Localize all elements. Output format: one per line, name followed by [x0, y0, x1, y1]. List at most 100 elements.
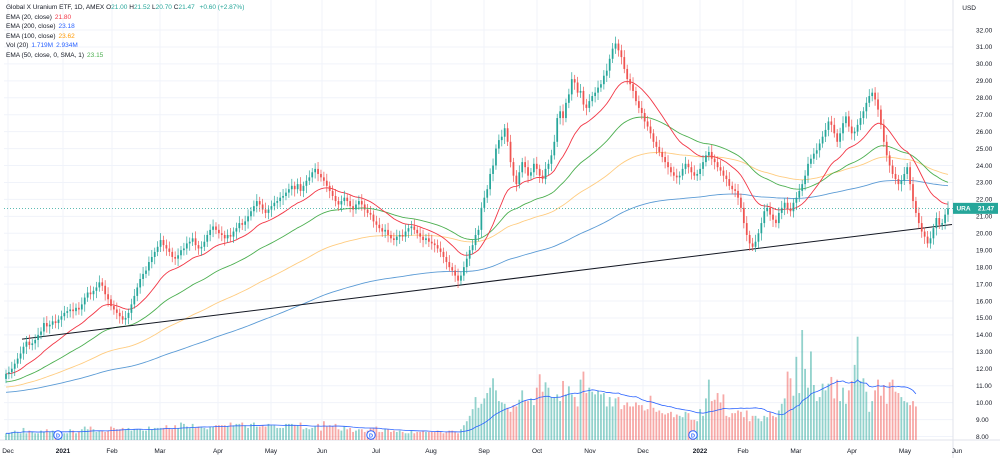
candle-body	[66, 311, 69, 313]
volume-bar	[66, 433, 69, 440]
volume-bar	[448, 430, 451, 440]
candle-body	[541, 175, 544, 180]
candle-body	[75, 307, 77, 312]
volume-bar	[611, 406, 614, 440]
candle-body	[430, 241, 433, 244]
volume-bar	[454, 431, 457, 440]
volume-bar	[413, 433, 416, 440]
volume-bar	[279, 427, 282, 440]
candle-body	[801, 184, 804, 191]
candle-body	[416, 229, 419, 234]
volume-bar	[909, 405, 911, 440]
volume-bar	[495, 390, 497, 440]
candle-body	[89, 292, 92, 295]
volume-bar	[553, 397, 556, 440]
volume-bar	[19, 433, 22, 440]
volume-bar	[392, 430, 395, 440]
candle-body	[497, 140, 500, 149]
volume-bar	[346, 429, 349, 440]
volume-bar	[649, 395, 652, 440]
candle-body	[617, 43, 620, 51]
volume-bar	[836, 379, 839, 440]
volume-bar	[535, 387, 538, 440]
candle-body	[830, 121, 833, 125]
candle-body	[153, 251, 156, 257]
candle-body	[118, 312, 121, 317]
candle-body	[900, 180, 903, 185]
volume-bar	[795, 356, 798, 440]
candle-body	[398, 234, 401, 237]
indicator-volume[interactable]: Vol (20) 1.719M 2.934M	[6, 42, 78, 50]
volume-bar	[375, 426, 378, 440]
volume-bar	[37, 433, 39, 440]
volume-bar	[786, 371, 789, 440]
candle-body	[296, 184, 299, 190]
indicator-ema50[interactable]: EMA (50, close, 0, SMA, 1) 23.15	[6, 51, 104, 59]
candle-body	[932, 228, 935, 239]
volume-bar	[591, 391, 594, 440]
candle-body	[279, 197, 282, 202]
volume-bar	[623, 405, 626, 440]
candle-body	[836, 133, 839, 142]
volume-bar	[433, 431, 436, 440]
volume-bar	[75, 433, 77, 440]
y-tick-label: 10.00	[976, 400, 993, 407]
volume-bar	[696, 421, 699, 440]
candle-body	[734, 189, 736, 191]
volume-bar	[133, 429, 136, 440]
volume-bar	[562, 380, 564, 440]
candle-body	[337, 201, 340, 205]
candle-body	[325, 180, 328, 186]
candle-body	[941, 223, 944, 225]
volume-bar	[626, 402, 629, 440]
volume-bar	[235, 423, 238, 440]
candle-body	[745, 223, 748, 235]
y-tick-label: 32.00	[976, 27, 993, 34]
candle-body	[451, 267, 454, 271]
candle-body	[223, 234, 226, 239]
x-axis-labels: Dec 2021 Feb Mar Apr May Jun Jul Aug Sep Oct Nov Dec…	[2, 448, 962, 455]
volume-bar	[229, 422, 232, 440]
candle-body	[273, 202, 276, 207]
candle-body	[786, 202, 789, 210]
candle-body	[48, 324, 51, 327]
volume-bar	[812, 385, 815, 440]
candle-body	[500, 136, 503, 141]
volume-bar	[477, 407, 480, 440]
candle-body	[191, 238, 194, 242]
indicator-ema20[interactable]: EMA (20, close) 21.80	[6, 13, 72, 21]
volume-bar	[320, 430, 322, 440]
candle-body	[792, 202, 795, 212]
candle-body	[594, 92, 596, 97]
candles	[5, 36, 949, 384]
candle-body	[200, 246, 203, 249]
volume-bar	[43, 431, 45, 440]
candle-body	[428, 238, 430, 242]
volume-bar	[780, 403, 783, 440]
volume-bar	[885, 403, 888, 440]
volume-bar	[13, 430, 16, 440]
candle-body	[436, 245, 439, 249]
candle-body	[384, 229, 387, 232]
volume-bar	[31, 431, 34, 440]
candle-body	[40, 331, 42, 335]
volume-bar	[381, 431, 384, 440]
volume-bar	[687, 413, 690, 440]
candle-body	[460, 275, 462, 281]
volume-bar	[839, 401, 841, 440]
volume-bar	[419, 431, 422, 440]
candle-body	[783, 202, 786, 208]
volume-bar	[136, 429, 139, 440]
x-tick-label: Jun	[952, 448, 963, 455]
candle-body	[600, 84, 602, 88]
volume-bar	[425, 431, 427, 440]
candle-body	[897, 179, 900, 185]
indicator-ema200[interactable]: EMA (200, close) 23.18	[6, 23, 75, 31]
candle-body	[54, 321, 57, 324]
indicator-ema100[interactable]: EMA (100, close) 23.62	[6, 32, 75, 40]
volume-bar	[101, 430, 104, 440]
candle-body	[323, 177, 325, 181]
x-tick-label: Dec	[2, 448, 14, 455]
